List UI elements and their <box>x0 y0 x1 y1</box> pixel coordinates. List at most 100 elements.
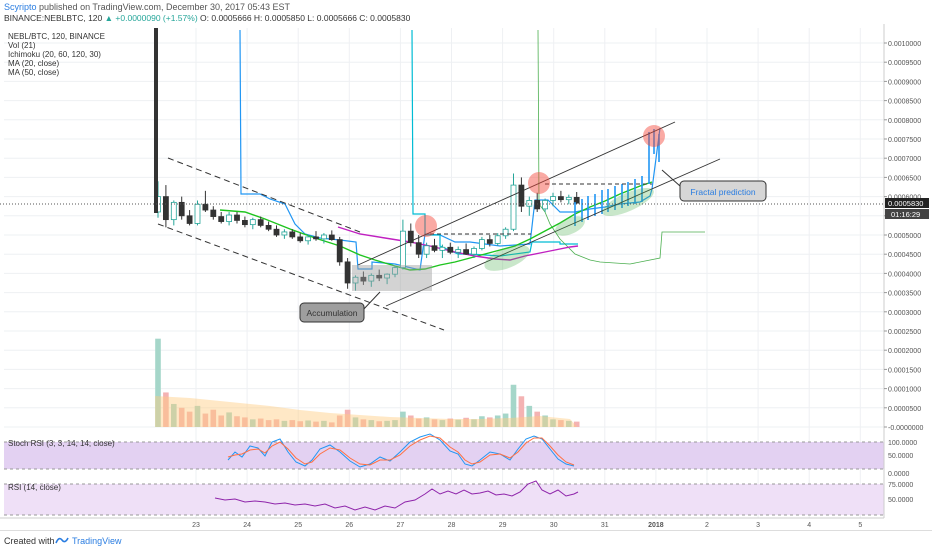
price-axis[interactable]: 0.0010000 0.0009500 0.0009000 0.0008500 0.00… <box>884 41 924 432</box>
candlesticks <box>154 28 580 291</box>
candle-body <box>281 231 288 236</box>
candle-body <box>320 234 327 240</box>
stoch-d-line <box>227 435 575 466</box>
volume-bar <box>510 384 517 427</box>
tradingview-link[interactable]: TradingView <box>72 536 122 546</box>
time-axis[interactable]: 23 24 25 26 27 28 29 30 31 2018 2 3 4 5 <box>192 522 862 529</box>
candle-body <box>423 245 430 255</box>
candle-body <box>534 200 541 210</box>
candle-body <box>297 236 304 242</box>
volume-bar <box>494 415 501 427</box>
legend-item: MA (50, close) <box>8 68 59 77</box>
candle-body <box>265 224 272 230</box>
top-marker-1 <box>415 215 437 237</box>
candle-body <box>565 196 572 201</box>
tradingview-logo-icon <box>55 537 69 544</box>
candle-body <box>234 214 240 221</box>
top-marker-2 <box>528 172 550 194</box>
fractal-callout <box>679 180 767 202</box>
volume-bar <box>265 420 272 427</box>
time-tick-label: 4 <box>807 522 811 529</box>
volume-bar <box>273 419 280 427</box>
footer: Created with TradingView <box>0 530 932 551</box>
volume-bar <box>376 421 382 427</box>
stoch-tick-label: 100.0000 <box>888 440 917 447</box>
symbol-info: BINANCE:NEBLBTC, 120 ▲ +0.0000090 (+1.57… <box>4 12 410 24</box>
volume-ma-area <box>155 396 577 427</box>
candle-body <box>313 236 319 240</box>
volume-bar <box>155 338 161 427</box>
volume-bar <box>297 421 303 427</box>
volume-bar <box>186 411 193 427</box>
chikou-span <box>537 29 705 265</box>
candle-body <box>471 248 477 255</box>
rsi-line <box>214 480 579 511</box>
time-tick-label: 24 <box>243 522 251 529</box>
price-tick-label: 0.0004500 <box>888 252 921 259</box>
time-tick-label: 26 <box>345 522 353 529</box>
time-tick-label: 28 <box>448 522 456 529</box>
candle-body <box>384 273 391 279</box>
rsi-tick-label: 50.0000 <box>888 497 913 504</box>
candle-body <box>526 200 533 207</box>
created-with-text: Created with <box>4 536 55 546</box>
volume-bar <box>463 417 469 427</box>
candle-body <box>399 230 406 269</box>
volume-bar <box>400 411 406 427</box>
chart-area[interactable]: Stoch RSI (3, 3, 14, 14, close) RSI (14,… <box>0 24 932 529</box>
volume-bar <box>352 417 359 427</box>
volume-bar <box>423 417 430 427</box>
volume-bar <box>526 405 533 427</box>
stoch-band <box>4 442 884 469</box>
candle-body <box>447 246 454 253</box>
volume-bar <box>202 413 209 427</box>
price-tick-label: 0.0001000 <box>888 387 921 394</box>
author-link[interactable]: Scyripto <box>4 2 37 12</box>
price-chart[interactable]: Stoch RSI (3, 3, 14, 14, close) RSI (14,… <box>0 24 932 529</box>
legend-item: Ichimoku (20, 60, 120, 30) <box>8 50 101 59</box>
candle-body <box>218 216 225 222</box>
price-tick-label: 0.0004000 <box>888 271 921 278</box>
price-tick-label: -0.0000000 <box>888 425 924 432</box>
time-tick-label: 5 <box>858 522 862 529</box>
symbol-label: BINANCE:NEBLBTC, 120 <box>4 13 103 23</box>
volume-bar <box>226 412 232 427</box>
stoch-axis: 100.0000 50.0000 0.0000 <box>888 440 917 478</box>
stoch-k-line <box>227 433 575 468</box>
volume-bar <box>313 421 319 427</box>
candle-body <box>170 201 177 221</box>
time-tick-label: 27 <box>397 522 405 529</box>
volume-bar <box>502 413 509 427</box>
candle-body <box>336 239 343 263</box>
volume-bars <box>155 338 580 427</box>
candle-body <box>518 184 525 207</box>
candle-body <box>202 203 209 211</box>
candle-body <box>455 249 462 253</box>
candle-body <box>439 246 446 251</box>
candle-body <box>550 196 556 201</box>
candle-body <box>407 230 414 244</box>
candle-body <box>210 209 217 217</box>
top-marker-3 <box>643 125 665 147</box>
rsi-axis: 75.0000 50.0000 <box>888 482 913 504</box>
rsi-tick-label: 75.0000 <box>888 482 913 489</box>
price-tick-label: 0.0001500 <box>888 367 921 374</box>
candle-body <box>249 219 256 226</box>
candle-body <box>186 215 193 224</box>
fractal-pointer <box>661 169 681 187</box>
volume-bar <box>384 420 390 427</box>
volume-bar <box>431 419 438 427</box>
price-tick-label: 0.0009000 <box>888 79 921 86</box>
volume-bar <box>368 420 375 427</box>
price-tick-label: 0.0007500 <box>888 137 921 144</box>
candle-body <box>431 245 438 251</box>
volume-bar <box>344 409 351 427</box>
publish-text: published on TradingView.com, December 3… <box>39 2 291 12</box>
volume-bar <box>471 419 477 427</box>
volume-bar <box>234 416 240 427</box>
fractal-label: Fractal prediction <box>690 187 755 197</box>
volume-bar <box>392 420 398 427</box>
price-tick-label: 0.0010000 <box>888 41 921 48</box>
publish-info: Scyripto published on TradingView.com, D… <box>4 1 290 13</box>
